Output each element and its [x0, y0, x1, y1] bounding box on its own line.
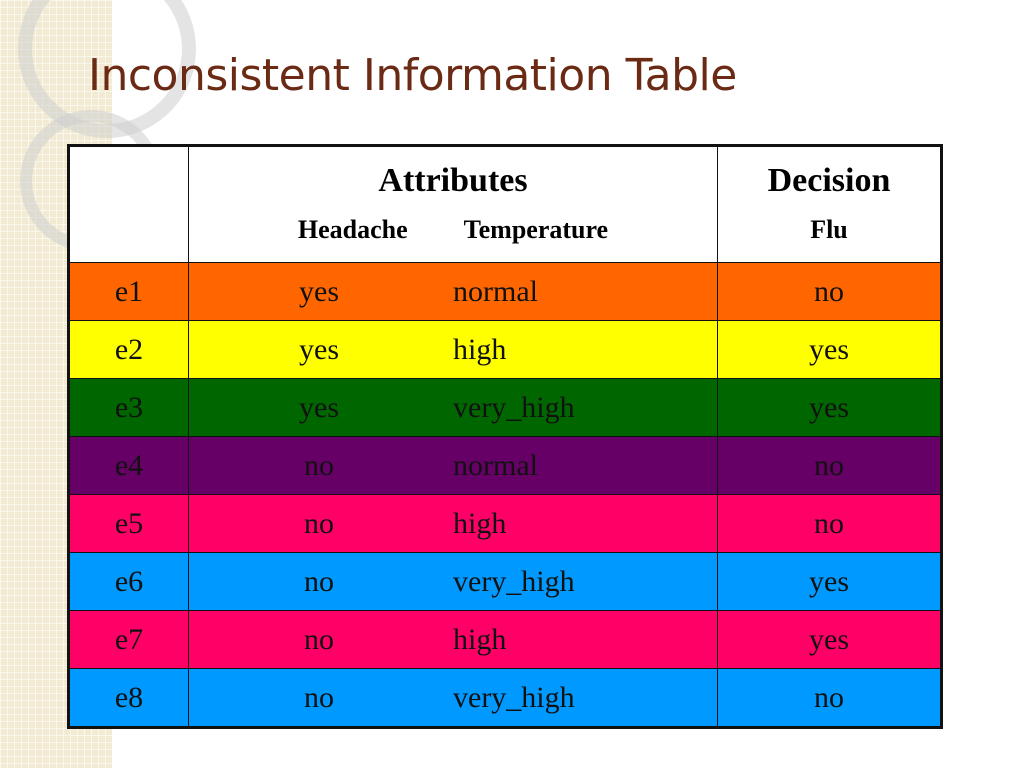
headache-value: yes — [299, 390, 339, 424]
flu-value: no — [717, 436, 942, 495]
row-attributes-cell: no very_high — [188, 668, 718, 728]
temperature-value: very_high — [453, 564, 575, 598]
temperature-value: very_high — [453, 390, 575, 424]
headache-value: yes — [299, 274, 339, 308]
row-attributes-cell: yes normal — [188, 262, 718, 321]
headache-value: yes — [299, 332, 339, 366]
headache-label: Headache — [297, 215, 408, 244]
flu-value: no — [717, 262, 942, 321]
row-id-cell: e5 — [68, 494, 189, 553]
row-id-cell: e6 — [68, 552, 189, 611]
row-attributes-cell: no high — [188, 494, 718, 553]
temperature-value: high — [453, 506, 507, 540]
row-id-cell: e1 — [68, 262, 189, 321]
header-id-cell — [68, 145, 189, 263]
row-id-cell: e3 — [68, 378, 189, 437]
row-id-cell: e7 — [68, 610, 189, 669]
row-attributes-cell: no normal — [188, 436, 718, 495]
slide-title: Inconsistent Information Table — [88, 50, 737, 101]
headache-value: no — [304, 564, 334, 598]
table-row: e8 no very_high no — [68, 668, 942, 728]
table-row: e6 no very_high yes — [68, 552, 942, 611]
flu-value: no — [717, 668, 942, 728]
table-row: e3 yes very_high yes — [68, 378, 942, 437]
flu-value: yes — [717, 320, 942, 379]
flu-value: no — [717, 494, 942, 553]
headache-value: no — [304, 506, 334, 540]
row-attributes-cell: no very_high — [188, 552, 718, 611]
flu-value: yes — [717, 378, 942, 437]
row-attributes-cell: yes very_high — [188, 378, 718, 437]
temperature-value: very_high — [453, 680, 575, 714]
headache-value: no — [304, 680, 334, 714]
row-id-cell: e2 — [68, 320, 189, 379]
row-attributes-cell: yes high — [188, 320, 718, 379]
table-row: e7 no high yes — [68, 610, 942, 669]
headache-value: no — [304, 622, 334, 656]
temperature-value: high — [453, 622, 507, 656]
flu-label: Flu — [810, 215, 848, 244]
headache-value: no — [304, 448, 334, 482]
row-id-cell: e4 — [68, 436, 189, 495]
attribute-sub-labels: Headache Temperature — [189, 215, 717, 245]
temperature-value: normal — [453, 448, 538, 482]
temperature-label: Temperature — [463, 215, 609, 244]
table-row: e4 no normal no — [68, 436, 942, 495]
temperature-value: high — [453, 332, 507, 366]
table-row: e5 no high no — [68, 494, 942, 553]
flu-value: yes — [717, 610, 942, 669]
decision-label: Decision — [767, 162, 891, 199]
table-row: e1 yes normal no — [68, 262, 942, 321]
header-attributes-cell: Attributes Headache Temperature — [188, 145, 718, 263]
table-row: e2 yes high yes — [68, 320, 942, 379]
table-header-row: Attributes Headache Temperature Decision… — [68, 145, 942, 263]
temperature-value: normal — [453, 274, 538, 308]
header-decision-cell: Decision Flu — [717, 145, 942, 263]
row-attributes-cell: no high — [188, 610, 718, 669]
attributes-label: Attributes — [378, 162, 528, 199]
row-id-cell: e8 — [68, 668, 189, 728]
flu-value: yes — [717, 552, 942, 611]
information-table: Attributes Headache Temperature Decision… — [67, 144, 943, 729]
